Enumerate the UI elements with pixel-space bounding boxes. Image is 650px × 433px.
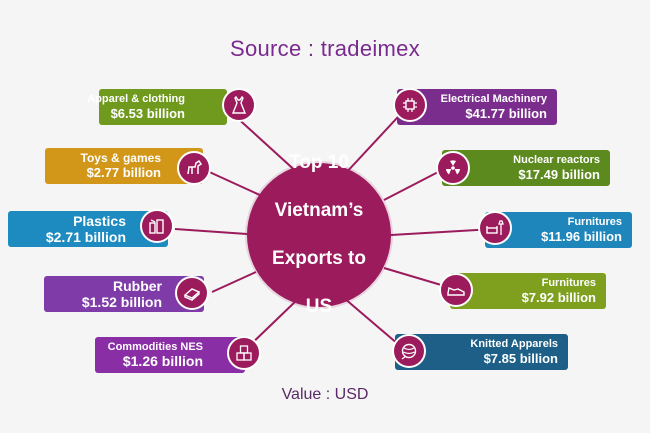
card-value: $1.52 billion (81, 293, 162, 310)
card-value: $11.96 billion (541, 229, 622, 244)
connector-furnitures-1 (390, 228, 495, 236)
card-value: $1.26 billion (122, 353, 203, 369)
card-label: Toys & games (80, 151, 161, 165)
yarn-icon (392, 334, 426, 368)
card-label: Knitted Apparels (470, 338, 558, 350)
connector-nuclear (383, 169, 443, 201)
card-value: $2.77 billion (86, 165, 161, 180)
card-commodities: Commodities NES $1.26 billion (95, 337, 245, 373)
card-apparel: Apparel & clothing $6.53 billion (87, 89, 227, 125)
hub-line-1: Top 10 (289, 152, 349, 173)
hub-line-4: US (305, 296, 333, 317)
value-unit-footer: Value : USD (281, 386, 369, 403)
card-rubber: Rubber $1.52 billion (44, 276, 204, 312)
card-label: Nuclear reactors (513, 154, 600, 166)
hub-line-2: Vietnam’s (274, 200, 364, 221)
connector-plastics (174, 228, 248, 235)
boxes-icon (227, 336, 261, 370)
sofa-lamp-icon (478, 211, 512, 245)
card-label: Furnitures (541, 277, 596, 289)
card-knitted-apparels: Knitted Apparels $7.85 billion (395, 334, 568, 370)
card-label: Rubber (113, 277, 162, 294)
radiation-icon (436, 151, 470, 185)
card-value: $7.92 billion (521, 290, 596, 305)
card-label: Plastics (73, 212, 126, 229)
card-nuclear-reactors: Nuclear reactors $17.49 billion (442, 150, 610, 186)
card-label: Electrical Machinery (440, 93, 547, 105)
card-label: Commodities NES (107, 341, 203, 353)
card-label: Furnitures (567, 216, 622, 228)
card-value: $6.53 billion (110, 106, 185, 121)
card-value: $7.85 billion (483, 351, 558, 366)
circuit-chip-icon (393, 88, 427, 122)
card-toys: Toys & games $2.77 billion (45, 148, 203, 184)
dress-icon (222, 88, 256, 122)
rubber-block-icon (175, 276, 209, 310)
card-value: $41.77 billion (465, 106, 547, 121)
card-electrical-machinery: Electrical Machinery $41.77 billion (397, 89, 557, 125)
card-value: $2.71 billion (45, 228, 126, 245)
card-value: $17.49 billion (518, 167, 600, 182)
connector-rubber (211, 271, 257, 293)
plastics-icon (140, 209, 174, 243)
hub-line-3: Exports to (272, 248, 366, 269)
connector-toys (204, 169, 263, 197)
toy-horse-icon (177, 151, 211, 185)
card-furnitures-2: Furnitures $7.92 billion (450, 273, 606, 309)
hub-circle: Top 10 Vietnam’s Exports to US (247, 152, 391, 317)
sneaker-icon (439, 273, 473, 307)
card-label: Apparel & clothing (87, 93, 185, 105)
source-title: Source : tradeimex (229, 36, 421, 61)
